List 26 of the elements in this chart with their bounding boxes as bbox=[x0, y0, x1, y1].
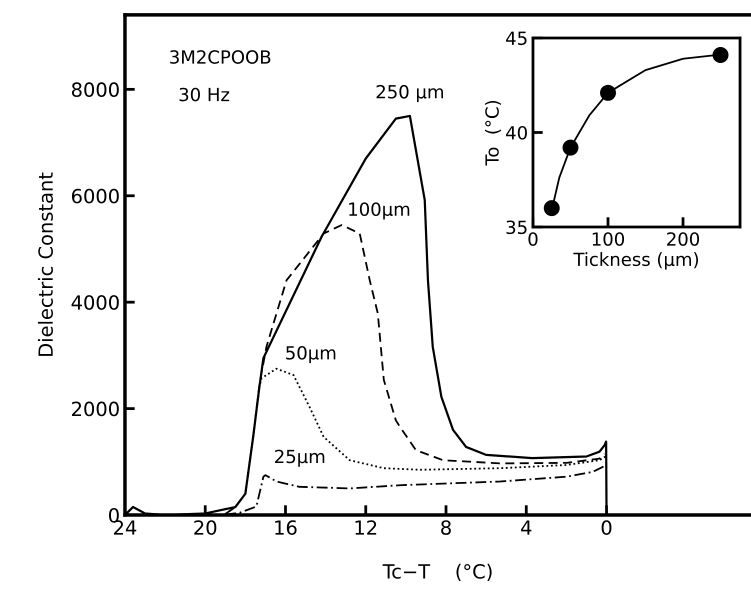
x-axis-title: Tickness (µm) bbox=[573, 252, 698, 270]
series-label: 250 µm bbox=[376, 84, 443, 102]
y-axis-title: Dielectric Constant bbox=[38, 172, 53, 356]
annotation: 30 Hz bbox=[180, 88, 230, 102]
y-tick-label: 6000 bbox=[72, 188, 119, 204]
x-tick-label: 20 bbox=[194, 520, 216, 535]
y-tick-label: 35 bbox=[506, 220, 527, 234]
series-label: 100µm bbox=[349, 202, 410, 220]
x-tick-label: 0 bbox=[528, 232, 538, 246]
y-axis-title: To (°C) bbox=[484, 100, 501, 166]
x-tick-label: 8 bbox=[441, 520, 451, 535]
y-tick-label: 2000 bbox=[72, 402, 119, 416]
series-label: 25µm bbox=[275, 450, 324, 467]
y-tick-label: 4000 bbox=[72, 295, 119, 310]
annotation: 3M2CPOOB bbox=[170, 50, 270, 64]
x-tick-label: 0 bbox=[602, 520, 612, 535]
x-tick-label: 12 bbox=[356, 520, 376, 535]
x-tick-label: 4 bbox=[521, 520, 532, 535]
y-tick-label: 45 bbox=[506, 32, 527, 46]
x-tick-label: 200 bbox=[667, 232, 700, 246]
x-tick-label: 100 bbox=[592, 232, 624, 246]
series-label: 50µm bbox=[286, 346, 336, 364]
y-tick-label: 40 bbox=[506, 126, 527, 140]
x-axis-title: Tc−T (°C) bbox=[382, 564, 492, 582]
x-tick-label: 16 bbox=[275, 520, 297, 535]
y-tick-label: 8000 bbox=[72, 82, 119, 98]
